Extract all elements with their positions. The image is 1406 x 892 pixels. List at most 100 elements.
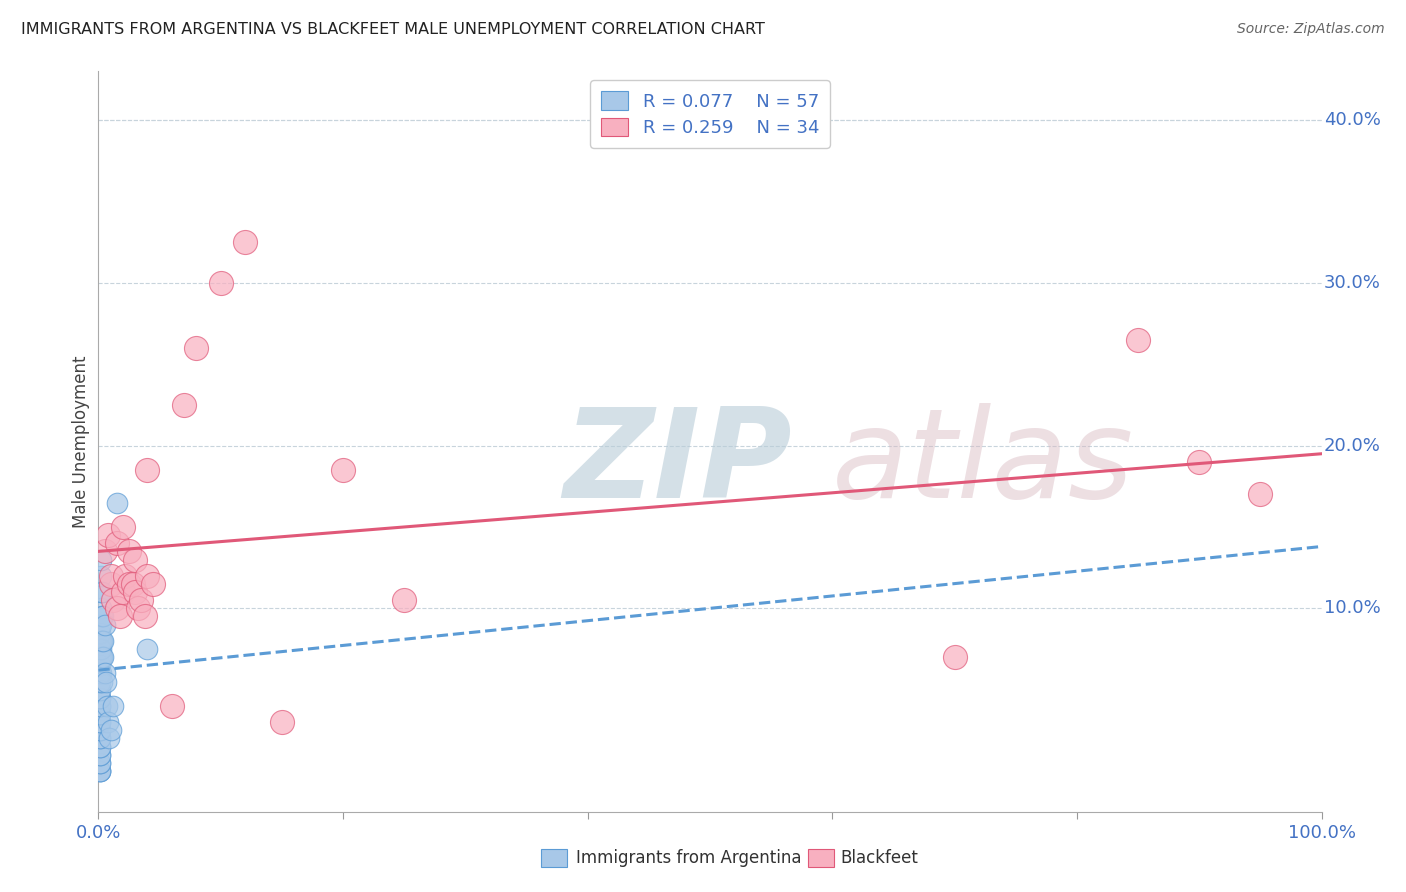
Point xyxy=(89,731,111,746)
Point xyxy=(91,609,114,624)
Text: ZIP: ZIP xyxy=(564,403,792,524)
Point xyxy=(127,601,149,615)
Point xyxy=(332,463,354,477)
Point xyxy=(96,698,118,713)
Text: 40.0%: 40.0% xyxy=(1324,112,1381,129)
Point xyxy=(90,568,112,582)
Point xyxy=(91,650,114,665)
Text: 30.0%: 30.0% xyxy=(1324,274,1381,292)
Point xyxy=(118,577,141,591)
Point xyxy=(91,633,114,648)
Point xyxy=(89,756,111,770)
Point xyxy=(90,650,112,665)
Point xyxy=(89,698,111,713)
Point xyxy=(1128,333,1150,347)
Point xyxy=(90,617,112,632)
Point xyxy=(142,577,165,591)
Point xyxy=(118,544,141,558)
Point xyxy=(943,650,966,665)
Point xyxy=(100,723,122,738)
Point xyxy=(121,577,143,591)
Point xyxy=(98,731,121,746)
Point xyxy=(89,674,111,689)
Point xyxy=(89,723,111,738)
Point xyxy=(90,585,112,599)
Point xyxy=(110,609,132,624)
Point xyxy=(100,577,122,591)
Point xyxy=(97,715,120,730)
Point xyxy=(124,552,146,566)
Point xyxy=(89,715,111,730)
Point xyxy=(89,764,111,778)
Point xyxy=(91,585,114,599)
Point xyxy=(1249,487,1271,501)
Text: atlas: atlas xyxy=(832,403,1135,524)
Point xyxy=(89,707,111,722)
Point xyxy=(101,698,124,713)
Point xyxy=(89,739,111,754)
Point xyxy=(90,633,112,648)
Point xyxy=(1188,455,1211,469)
Point xyxy=(134,609,156,624)
Text: 10.0%: 10.0% xyxy=(1324,599,1381,617)
Point xyxy=(91,650,114,665)
Point xyxy=(105,601,128,615)
Point xyxy=(89,682,111,697)
Point xyxy=(136,568,159,582)
Point xyxy=(186,341,208,355)
Point xyxy=(89,698,111,713)
Point xyxy=(392,593,416,607)
Point xyxy=(136,642,159,657)
Point xyxy=(91,674,114,689)
Text: 20.0%: 20.0% xyxy=(1324,436,1381,455)
Point xyxy=(101,593,124,607)
Point xyxy=(90,601,112,615)
Point xyxy=(209,276,232,290)
Point xyxy=(90,666,112,681)
Point xyxy=(136,463,159,477)
Y-axis label: Male Unemployment: Male Unemployment xyxy=(72,355,90,528)
Bar xyxy=(541,849,567,867)
Point xyxy=(89,617,111,632)
Point xyxy=(270,715,294,730)
Point xyxy=(111,585,134,599)
Legend: R = 0.077    N = 57, R = 0.259    N = 34: R = 0.077 N = 57, R = 0.259 N = 34 xyxy=(591,80,830,148)
Point xyxy=(105,495,128,509)
Point xyxy=(89,715,111,730)
Point xyxy=(111,520,134,534)
Point xyxy=(91,609,114,624)
Point xyxy=(89,633,111,648)
Point xyxy=(89,764,111,778)
Point xyxy=(173,398,195,412)
Point xyxy=(89,756,111,770)
Point xyxy=(100,568,122,582)
Text: IMMIGRANTS FROM ARGENTINA VS BLACKFEET MALE UNEMPLOYMENT CORRELATION CHART: IMMIGRANTS FROM ARGENTINA VS BLACKFEET M… xyxy=(21,22,765,37)
Point xyxy=(97,528,120,542)
Text: Source: ZipAtlas.com: Source: ZipAtlas.com xyxy=(1237,22,1385,37)
Point xyxy=(160,698,183,713)
Point xyxy=(129,593,152,607)
Point xyxy=(93,617,115,632)
Point xyxy=(93,544,115,558)
Text: Immigrants from Argentina: Immigrants from Argentina xyxy=(576,849,801,867)
Point xyxy=(90,552,112,566)
Point xyxy=(90,642,112,657)
Point xyxy=(89,690,111,705)
Point xyxy=(89,707,111,722)
Point xyxy=(89,666,111,681)
Point xyxy=(89,747,111,762)
Point xyxy=(89,723,111,738)
Point xyxy=(91,633,114,648)
Point xyxy=(124,585,146,599)
Point xyxy=(94,674,117,689)
Bar xyxy=(808,849,834,867)
Point xyxy=(89,650,111,665)
Point xyxy=(89,747,111,762)
Point xyxy=(105,536,128,550)
Point xyxy=(114,568,136,582)
Point xyxy=(89,764,111,778)
Point xyxy=(89,625,111,640)
Point xyxy=(233,235,256,250)
Text: Blackfeet: Blackfeet xyxy=(841,849,918,867)
Point xyxy=(89,642,111,657)
